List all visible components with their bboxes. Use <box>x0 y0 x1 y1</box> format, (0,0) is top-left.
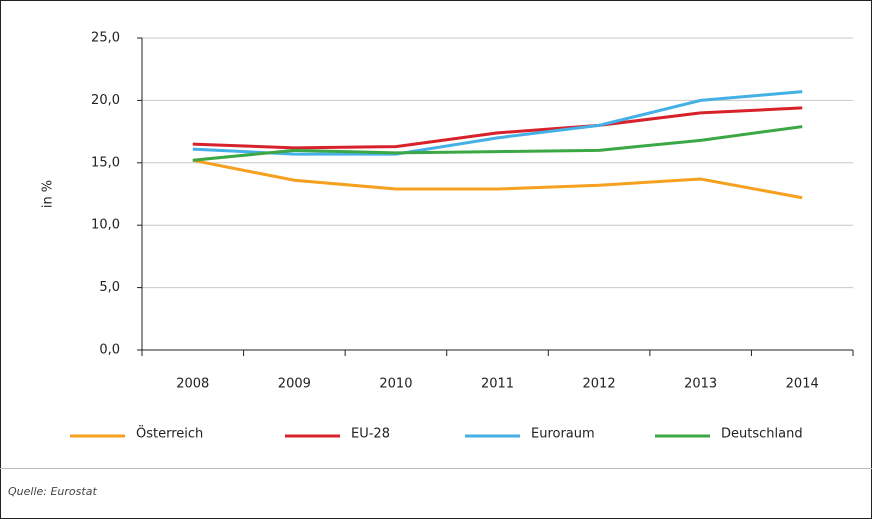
x-tick-label: 2010 <box>379 377 412 392</box>
x-tick-label: 2011 <box>481 377 514 392</box>
legend-label: Euroraum <box>531 427 595 442</box>
x-tick-label: 2014 <box>786 377 819 392</box>
line <box>192 125 803 162</box>
y-tick-label: 10,0 <box>91 218 120 233</box>
legend-label: Österreich <box>136 425 203 442</box>
legend-label: EU-28 <box>351 427 390 442</box>
line <box>192 90 803 156</box>
x-tick-label: 2009 <box>278 377 311 392</box>
line <box>192 158 803 200</box>
source: Quelle: Eurostat <box>8 485 97 498</box>
y-tick-label: 25,0 <box>91 31 120 46</box>
y-tick-label: 20,0 <box>91 93 120 108</box>
y-tick-label: 0,0 <box>99 343 120 358</box>
y-tick-label: 5,0 <box>99 280 120 295</box>
y-axis-label: in % <box>41 180 56 208</box>
y-tick-label: 15,0 <box>91 155 120 170</box>
x-tick-label: 2013 <box>684 377 717 392</box>
legend-label: Deutschland <box>721 427 803 442</box>
x-tick-label: 2008 <box>176 377 209 392</box>
line <box>192 106 803 150</box>
x-tick-label: 2012 <box>583 377 616 392</box>
